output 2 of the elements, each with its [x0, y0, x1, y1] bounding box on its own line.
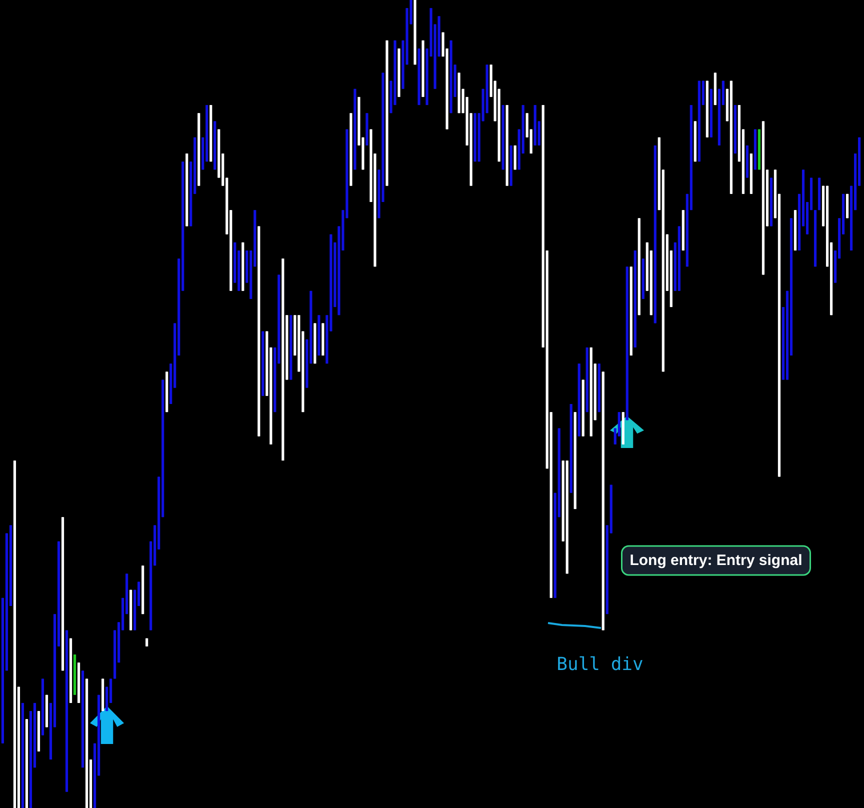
annotation: Long entry: Entry signal: [630, 552, 802, 569]
annotation: Bull div: [556, 654, 644, 675]
